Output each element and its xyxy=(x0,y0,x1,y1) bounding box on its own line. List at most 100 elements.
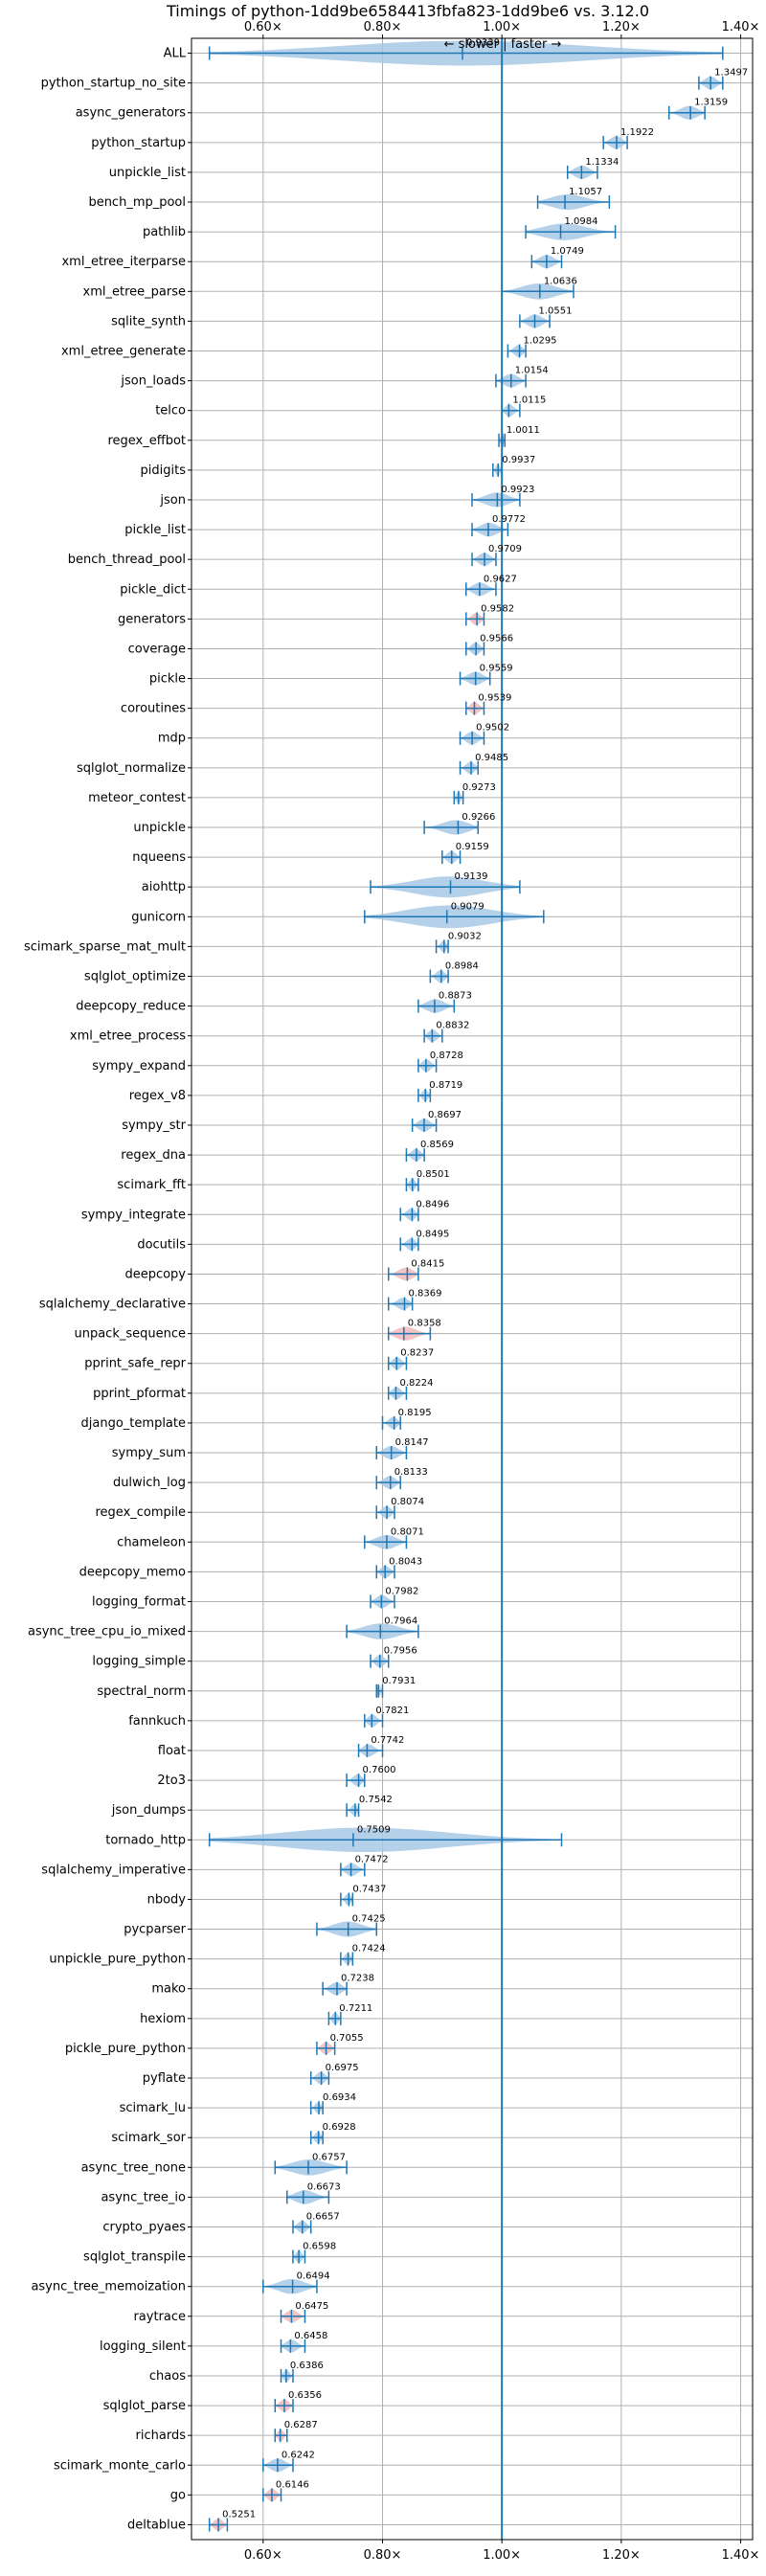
x-tick-label-top: 0.80× xyxy=(364,20,402,34)
category-label: pprint_pformat xyxy=(93,1387,186,1401)
category-label: coverage xyxy=(128,642,186,656)
category-label: hexiom xyxy=(140,2012,186,2026)
category-label: sqlglot_transpile xyxy=(83,2250,186,2265)
category-label: deepcopy xyxy=(124,1267,186,1281)
category-label: regex_dna xyxy=(121,1148,186,1163)
value-label: 1.0115 xyxy=(512,395,546,406)
value-label: 0.6975 xyxy=(326,2063,359,2073)
plot-frame xyxy=(191,37,754,2541)
value-label: 0.9139 xyxy=(454,871,487,882)
category-label: generators xyxy=(118,612,186,626)
category-label: json_dumps xyxy=(111,1803,186,1818)
category-label: mdp xyxy=(158,732,186,746)
value-label: 0.8133 xyxy=(394,1467,428,1478)
value-label: 0.8697 xyxy=(428,1110,462,1120)
value-label: 0.5251 xyxy=(222,2509,256,2520)
value-label: 0.8832 xyxy=(436,1021,469,1031)
category-label: nqueens xyxy=(132,850,186,865)
category-label: scimark_fft xyxy=(117,1178,186,1192)
category-label: bench_mp_pool xyxy=(88,195,186,210)
category-label: sympy_sum xyxy=(112,1446,186,1460)
category-label: async_tree_cpu_io_mixed xyxy=(28,1625,186,1639)
category-label: sympy_integrate xyxy=(81,1208,186,1222)
category-label: pidigits xyxy=(141,463,187,478)
value-label: 0.7211 xyxy=(339,2003,372,2014)
category-label: json xyxy=(159,493,186,508)
category-label: deepcopy_reduce xyxy=(76,1000,186,1014)
value-label: 0.6657 xyxy=(306,2212,340,2223)
x-tick-label-top: 1.20× xyxy=(602,20,641,34)
value-label: 1.3497 xyxy=(714,68,748,79)
category-label: xml_etree_generate xyxy=(61,345,186,359)
category-label: async_generators xyxy=(76,106,187,121)
category-label: async_tree_memoization xyxy=(31,2280,186,2294)
value-label: 0.6146 xyxy=(276,2479,309,2490)
value-label: 0.7982 xyxy=(385,1587,418,1597)
value-label: 1.1057 xyxy=(569,187,602,197)
value-label: 0.8237 xyxy=(400,1348,434,1359)
value-label: 0.6757 xyxy=(312,2152,346,2162)
value-label: 0.8495 xyxy=(416,1229,449,1239)
value-label: 0.7821 xyxy=(375,1706,409,1716)
value-label: 0.9032 xyxy=(448,931,482,941)
value-label: 0.8569 xyxy=(420,1140,454,1150)
value-label: 0.6934 xyxy=(323,2092,356,2103)
category-label: pickle_list xyxy=(124,523,186,537)
value-label: 0.8501 xyxy=(417,1169,450,1180)
category-label: dulwich_log xyxy=(113,1476,186,1490)
value-label: 0.7509 xyxy=(357,1824,391,1835)
value-label: 0.8873 xyxy=(439,991,472,1002)
value-label: 0.7542 xyxy=(359,1795,393,1805)
violin-layer xyxy=(208,40,724,2532)
value-label: 0.7742 xyxy=(371,1735,404,1746)
value-label: 0.6475 xyxy=(295,2301,328,2312)
category-label: coroutines xyxy=(121,702,186,716)
category-label: sqlite_synth xyxy=(111,314,186,328)
value-label: 0.8224 xyxy=(399,1378,433,1389)
value-label: 0.6356 xyxy=(288,2390,322,2401)
value-label: 0.9627 xyxy=(484,574,517,584)
value-label: 0.9566 xyxy=(480,633,513,644)
category-label: regex_effbot xyxy=(107,434,186,448)
value-label: 0.8984 xyxy=(445,961,479,972)
value-label: 0.9273 xyxy=(462,782,496,793)
x-tick-label-bottom: 1.40× xyxy=(722,2548,760,2563)
x-tick-label-top: 1.40× xyxy=(722,20,760,34)
value-label: 0.8043 xyxy=(389,1556,422,1567)
value-label: 0.9582 xyxy=(481,603,514,614)
value-label: 0.9772 xyxy=(492,514,526,525)
category-label: deltablue xyxy=(127,2518,186,2532)
category-label: json_loads xyxy=(120,374,186,389)
value-label: 0.8369 xyxy=(408,1289,441,1299)
category-label: scimark_lu xyxy=(120,2101,186,2115)
x-tick-label-bottom: 0.60× xyxy=(244,2548,282,2563)
category-label: unpickle_list xyxy=(109,166,186,180)
category-label: xml_etree_iterparse xyxy=(61,255,186,269)
category-label: pyflate xyxy=(143,2071,186,2086)
category-label: xml_etree_parse xyxy=(83,284,186,299)
category-label: go xyxy=(170,2488,186,2502)
category-label: logging_simple xyxy=(92,1655,186,1669)
value-label: 0.6928 xyxy=(323,2122,356,2133)
category-label: pickle_dict xyxy=(120,582,186,597)
category-label: docutils xyxy=(137,1237,186,1252)
category-label: sympy_expand xyxy=(92,1059,186,1073)
category-label: sympy_str xyxy=(122,1119,186,1133)
value-label: 0.7437 xyxy=(352,1884,386,1894)
tick-layer: ALL python_startup_no_site async_generator… xyxy=(24,20,759,2563)
category-label: regex_compile xyxy=(95,1505,186,1520)
category-label: richards xyxy=(136,2429,187,2443)
category-label: aiohttp xyxy=(142,880,186,894)
value-label: 1.3159 xyxy=(694,98,728,108)
category-label: unpickle xyxy=(133,821,186,835)
value-label: 0.8358 xyxy=(408,1319,441,1329)
value-label: 0.9502 xyxy=(476,723,509,734)
category-label: unpickle_pure_python xyxy=(49,1953,186,1967)
value-label: 0.9709 xyxy=(488,544,522,554)
category-label: sqlalchemy_imperative xyxy=(41,1863,186,1877)
value-label: 0.7238 xyxy=(341,1974,374,1984)
value-label: 0.6287 xyxy=(284,2420,318,2430)
value-label: 0.6598 xyxy=(303,2242,336,2252)
value-label: 0.8074 xyxy=(391,1497,424,1507)
category-label: fannkuch xyxy=(128,1714,186,1729)
